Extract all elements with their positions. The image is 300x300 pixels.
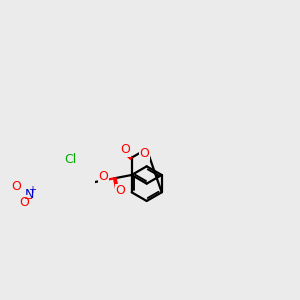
Text: O: O — [98, 170, 108, 183]
Text: O: O — [11, 180, 21, 193]
Text: O: O — [19, 196, 29, 208]
Text: O: O — [139, 147, 149, 160]
Text: +: + — [28, 185, 36, 195]
Text: Cl: Cl — [64, 153, 76, 166]
Text: O: O — [121, 143, 130, 156]
Text: −: − — [24, 194, 33, 204]
Text: O: O — [115, 184, 125, 197]
Text: N: N — [24, 188, 34, 201]
